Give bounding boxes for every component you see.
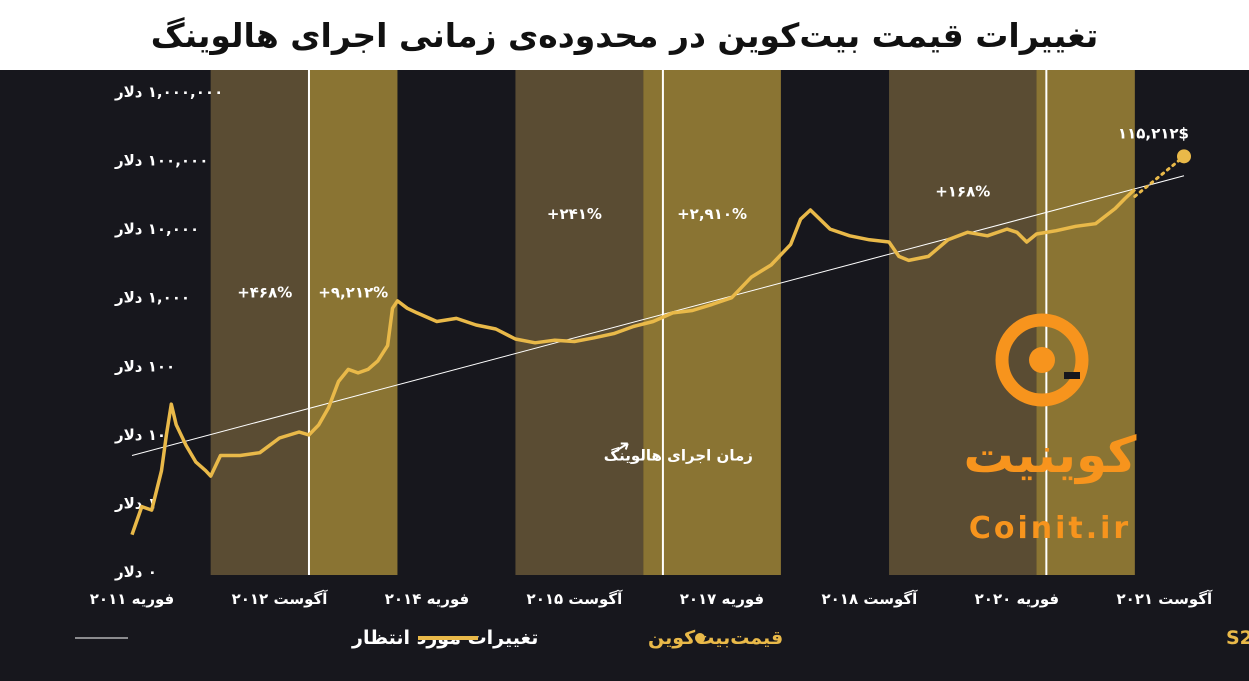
x-tick-label-2: فوریه ۲۰۱۴ <box>385 590 469 608</box>
y-tick-label-2: ۱۰,۰۰۰ دلار <box>114 220 199 238</box>
annotation-arrowhead <box>620 442 629 450</box>
percent-label-2: +۲۴۱% <box>547 205 602 223</box>
expected-trend-line <box>131 175 1185 456</box>
s2f-endpoint-dot <box>1177 149 1191 164</box>
price-line <box>130 188 1136 536</box>
percent-label-4: +۱۶۸% <box>935 182 990 200</box>
x-tick-label-5: آگوست ۲۰۱۸ <box>822 590 919 608</box>
chart-area: ۱,۰۰۰,۰۰۰ دلار ۱۰۰,۰۰۰ دلار ۱۰,۰۰۰ دلار ۱,۰… <box>0 70 1249 681</box>
watermark-logo-ring <box>995 313 1089 407</box>
x-tick-label-7: آگوست ۲۰۲۱ <box>1116 590 1213 608</box>
period-band-3 <box>643 70 781 575</box>
legend-s2f-swatch <box>695 633 705 643</box>
legend-s2f-label: قیمت مورد انتظار بیت‌کوین بر اساس مُدل S… <box>1226 627 1249 649</box>
annotation-arrow <box>611 442 629 455</box>
percent-label-1: +۹,۲۱۲% <box>318 284 388 302</box>
period-band-0 <box>210 70 309 575</box>
period-band-1 <box>308 70 398 575</box>
watermark-domain: Coinit.ir <box>969 511 1131 546</box>
y-tick-label-0: ۱,۰۰۰,۰۰۰ دلار <box>114 83 223 101</box>
x-tick-label-6: فوریه ۲۰۲۰ <box>975 590 1059 608</box>
watermark-logo-core <box>1029 347 1055 373</box>
x-tick-label-3: آگوست ۲۰۱۵ <box>527 590 624 608</box>
x-tick-label-4: فوریه ۲۰۱۷ <box>680 590 764 608</box>
percent-label-3: +۲,۹۱۰% <box>677 205 747 223</box>
s2f-dotted-line <box>1133 154 1186 198</box>
chart-svg: ۱,۰۰۰,۰۰۰ دلار ۱۰۰,۰۰۰ دلار ۱۰,۰۰۰ دلار ۱,۰… <box>75 70 1249 649</box>
y-tick-label-7: ۰ دلار <box>114 563 157 581</box>
chart-title: تغییرات قیمت بیت‌کوین در محدوده‌ی زمانی … <box>150 15 1099 55</box>
x-tick-label-0: فوریه ۲۰۱۱ <box>90 590 174 608</box>
percent-label-0: +۴۶۸% <box>237 284 292 302</box>
y-tick-label-4: ۱۰۰ دلار <box>114 357 175 375</box>
y-tick-label-3: ۱,۰۰۰ دلار <box>114 289 190 307</box>
watermark-brand: کوینیت <box>964 426 1138 485</box>
halving-annotation: زمان اجرای هالوینگ <box>604 446 753 464</box>
y-tick-label-1: ۱۰۰,۰۰۰ دلار <box>114 152 208 170</box>
period-band-2 <box>515 70 644 575</box>
watermark-logo-notch <box>1064 372 1080 379</box>
period-band-4 <box>889 70 1037 575</box>
endpoint-label: ۱۱۵,۲۱۲$ <box>1118 124 1189 142</box>
x-tick-label-1: آگوست ۲۰۱۲ <box>232 590 329 608</box>
y-tick-label-5: ۱۰ دلار <box>114 426 166 444</box>
legend-price-label: قیمت‌بیت‌کوین <box>648 627 783 649</box>
